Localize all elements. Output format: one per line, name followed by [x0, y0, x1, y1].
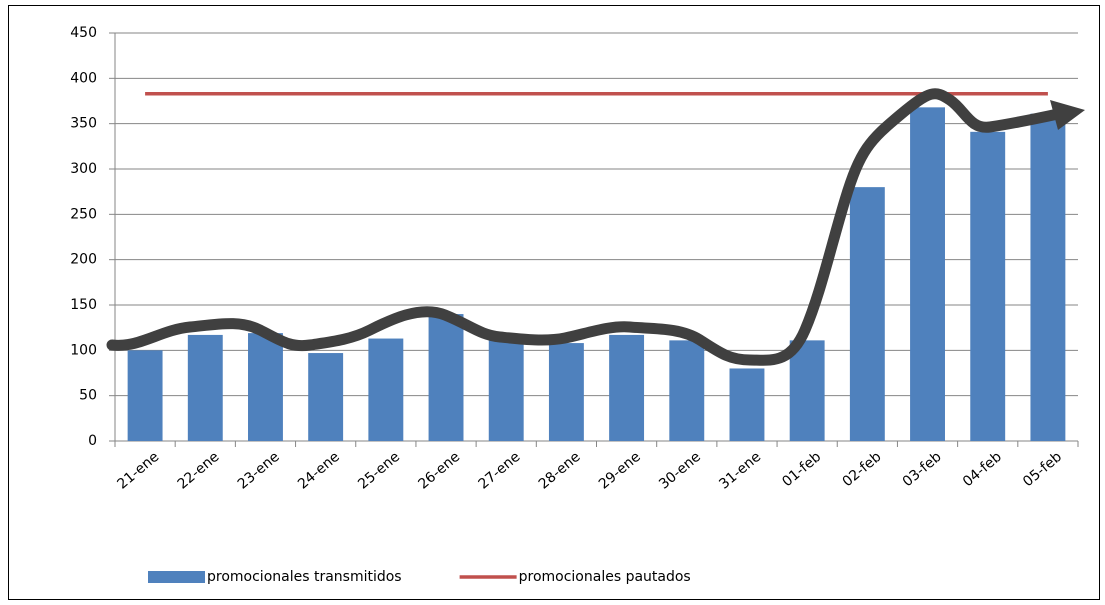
y-tick-label: 200: [70, 252, 97, 268]
bar: [308, 353, 344, 441]
bar: [910, 107, 945, 441]
bar: [609, 334, 645, 441]
y-tick-label: 350: [70, 116, 97, 132]
bar: [127, 350, 163, 441]
y-tick-label: 150: [70, 297, 97, 313]
trend-arrow: [106, 88, 1085, 366]
bar: [669, 340, 705, 441]
marks: [127, 91, 1066, 442]
trend-curve: [106, 88, 1064, 366]
bar: [368, 338, 404, 441]
bar: [1030, 113, 1066, 442]
bar: [548, 343, 584, 441]
y-tick-label: 400: [70, 70, 97, 86]
bar: [729, 368, 765, 441]
bar: [428, 314, 464, 441]
y-tick-label: 50: [79, 388, 97, 404]
y-tick-label: 450: [70, 25, 97, 41]
y-tick-label: 300: [70, 161, 97, 177]
legend-label: promocionales pautados: [519, 569, 691, 585]
bar: [789, 340, 825, 441]
bar: [248, 333, 283, 441]
y-tick-label: 100: [70, 342, 97, 358]
bar: [970, 131, 1006, 441]
legend-label: promocionales transmitidos: [207, 569, 402, 585]
legend-swatch: [148, 571, 205, 583]
bar: [849, 187, 885, 441]
y-tick-label: 250: [70, 206, 97, 222]
y-tick-label: 0: [88, 433, 97, 449]
arrow-head: [1050, 100, 1085, 130]
bar: [488, 338, 524, 441]
bar: [187, 334, 223, 441]
